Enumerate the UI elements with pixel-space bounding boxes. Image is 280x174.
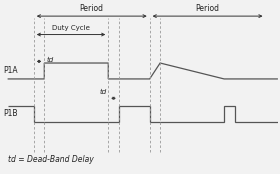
Text: P1A: P1A xyxy=(3,66,18,76)
Text: Period: Period xyxy=(195,4,220,13)
Text: td: td xyxy=(100,89,107,95)
Text: P1B: P1B xyxy=(3,109,18,118)
Text: Period: Period xyxy=(80,4,104,13)
Text: Duty Cycle: Duty Cycle xyxy=(52,25,90,31)
Text: td: td xyxy=(47,57,54,63)
Text: td = Dead-Band Delay: td = Dead-Band Delay xyxy=(8,155,93,164)
